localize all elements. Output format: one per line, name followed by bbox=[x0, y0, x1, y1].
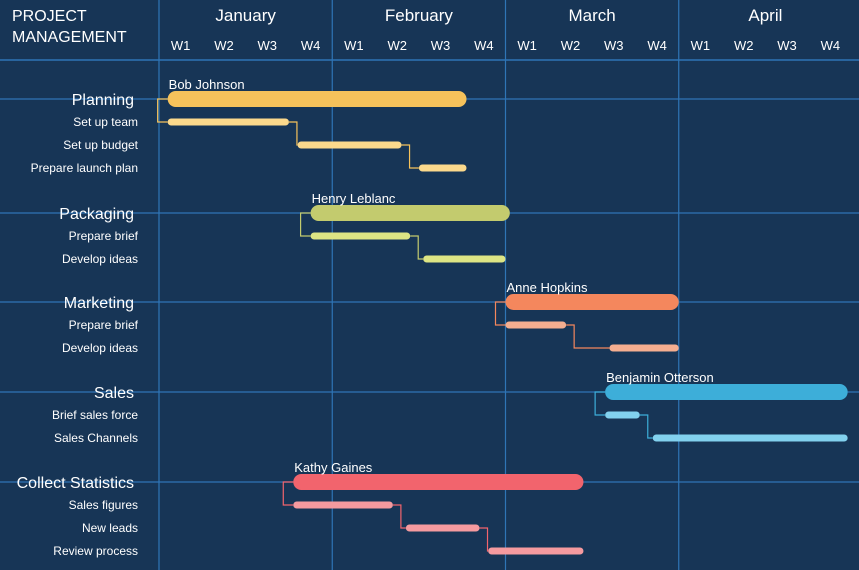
week-label: W2 bbox=[561, 38, 581, 53]
task-label: Develop ideas bbox=[62, 252, 138, 266]
dependency-connector bbox=[288, 121, 298, 146]
owner-label: Henry Leblanc bbox=[312, 191, 396, 206]
week-label: W3 bbox=[604, 38, 624, 53]
group-label: Marketing bbox=[64, 295, 134, 312]
owner-label: Benjamin Otterson bbox=[606, 370, 714, 385]
task-label: Prepare brief bbox=[69, 318, 139, 332]
dependency-connector bbox=[566, 324, 610, 349]
task-bar bbox=[605, 411, 640, 419]
dependency-connector bbox=[392, 504, 406, 529]
header-title-line2: MANAGEMENT bbox=[12, 29, 127, 46]
task-bar bbox=[293, 501, 393, 509]
week-label: W4 bbox=[301, 38, 321, 53]
task-label: Review process bbox=[53, 544, 138, 558]
week-label: W2 bbox=[387, 38, 407, 53]
header-title-line1: PROJECT bbox=[12, 8, 87, 25]
task-label: Sales figures bbox=[69, 498, 138, 512]
task-bar bbox=[405, 524, 480, 532]
week-label: W2 bbox=[214, 38, 234, 53]
task-label: Brief sales force bbox=[52, 408, 138, 422]
owner-label: Anne Hopkins bbox=[507, 280, 588, 295]
week-label: W1 bbox=[691, 38, 711, 53]
task-bar bbox=[418, 164, 467, 172]
task-bars bbox=[167, 91, 848, 555]
task-bar bbox=[167, 118, 289, 126]
group-bar bbox=[167, 91, 467, 107]
task-bar bbox=[310, 232, 411, 240]
group-label: Planning bbox=[72, 92, 134, 109]
task-bar bbox=[505, 321, 567, 329]
row-labels: Planning Bob Johnson Set up team Set up bud… bbox=[17, 77, 714, 558]
week-label: W3 bbox=[431, 38, 451, 53]
dependency-connector bbox=[479, 527, 489, 552]
week-label: W3 bbox=[777, 38, 797, 53]
task-label: Develop ideas bbox=[62, 341, 138, 355]
task-label: Set up budget bbox=[63, 138, 138, 152]
task-label: Prepare brief bbox=[69, 229, 139, 243]
owner-label: Bob Johnson bbox=[169, 77, 245, 92]
task-bar bbox=[609, 344, 679, 352]
group-bar bbox=[505, 294, 679, 310]
week-label: W4 bbox=[474, 38, 494, 53]
group-label: Packaging bbox=[59, 206, 134, 223]
task-label: Sales Channels bbox=[54, 431, 138, 445]
group-label: Collect Statistics bbox=[17, 475, 134, 492]
dependency-connector bbox=[401, 144, 419, 169]
group-bar bbox=[293, 474, 584, 490]
task-bar bbox=[488, 547, 584, 555]
month-label: January bbox=[215, 6, 276, 25]
task-bar bbox=[423, 255, 506, 263]
week-label: W4 bbox=[647, 38, 667, 53]
group-bar bbox=[310, 205, 510, 221]
task-label: Prepare launch plan bbox=[31, 161, 138, 175]
week-label: W1 bbox=[517, 38, 537, 53]
group-label: Sales bbox=[94, 385, 134, 402]
owner-label: Kathy Gaines bbox=[294, 460, 373, 475]
dependency-connector bbox=[157, 98, 168, 123]
task-bar bbox=[652, 434, 848, 442]
week-label: W1 bbox=[344, 38, 364, 53]
task-label: New leads bbox=[82, 521, 138, 535]
dependency-connector bbox=[639, 414, 653, 439]
timeline-header: PROJECT MANAGEMENT January W1 W2 W3 W4 Februa… bbox=[12, 6, 840, 53]
month-label: March bbox=[569, 6, 616, 25]
task-bar bbox=[297, 141, 402, 149]
dependency-connector bbox=[494, 301, 506, 326]
group-bar bbox=[605, 384, 848, 400]
week-label: W1 bbox=[171, 38, 191, 53]
dependency-connector bbox=[410, 235, 424, 260]
dependency-connector bbox=[594, 391, 606, 416]
task-label: Set up team bbox=[73, 115, 138, 129]
month-label: April bbox=[748, 6, 782, 25]
week-label: W4 bbox=[821, 38, 841, 53]
dependency-connector bbox=[299, 212, 311, 237]
week-label: W3 bbox=[258, 38, 278, 53]
dependency-connector bbox=[282, 481, 294, 506]
month-label: February bbox=[385, 6, 454, 25]
week-label: W2 bbox=[734, 38, 754, 53]
dependency-connectors bbox=[157, 98, 653, 552]
